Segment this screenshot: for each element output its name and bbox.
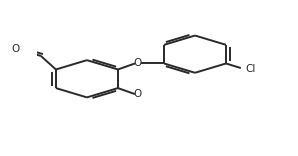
- Text: Cl: Cl: [245, 64, 256, 74]
- Text: O: O: [12, 44, 20, 54]
- Text: O: O: [134, 89, 142, 99]
- Text: O: O: [134, 58, 142, 68]
